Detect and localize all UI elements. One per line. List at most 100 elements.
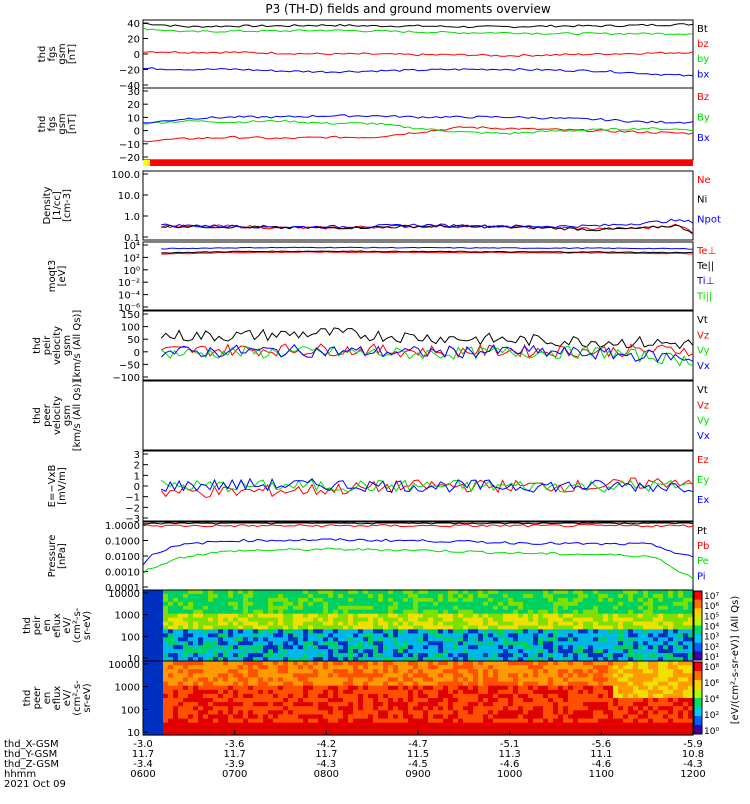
spectrogram-cell (433, 649, 439, 654)
spectrogram-cell (563, 653, 569, 658)
spectrogram-cell (578, 730, 584, 736)
spectrogram-cell (228, 710, 234, 715)
spectrogram-cell (253, 621, 259, 627)
spectrogram-cell (453, 681, 459, 687)
spectrogram-cell (588, 613, 594, 619)
panel-5: 150100500−50−100thdpeirvelocitygsm[km/s … (32, 310, 710, 384)
spectrogram-cell (348, 706, 354, 711)
spectrogram-cell (323, 653, 329, 658)
spectrogram-cell (173, 657, 179, 662)
spectrogram-cell (513, 706, 519, 711)
spectrogram-cell (293, 590, 299, 595)
spectrogram-cell (263, 710, 269, 715)
ephemeris-value: 10.8 (682, 749, 704, 760)
spectrogram-cell (208, 665, 214, 670)
spectrogram-cell (363, 681, 369, 687)
spectrogram-cell (448, 657, 454, 662)
spectrogram-cell (403, 590, 409, 595)
spectrogram-cell (538, 641, 544, 646)
spectrogram-cell (588, 710, 594, 715)
spectrogram-cell (183, 621, 189, 627)
spectrogram-cell (503, 657, 509, 662)
spectrogram-cell (163, 617, 169, 623)
spectrogram-cell (278, 590, 284, 595)
spectrogram-cell (388, 677, 394, 683)
spectrogram-cell (603, 665, 609, 670)
spectrogram-cell (228, 726, 234, 732)
spectrogram-cell (658, 665, 664, 670)
spectrogram-cell (288, 673, 294, 678)
spectrogram-cell (453, 685, 459, 691)
spectrogram-cell (163, 637, 169, 642)
spectrogram-cell (273, 653, 279, 658)
spectrogram-cell (423, 722, 429, 728)
spectrogram-cell (413, 641, 419, 646)
spectrogram-cell (468, 597, 474, 603)
spectrogram-cell (188, 597, 194, 603)
spectrogram-cell (543, 621, 549, 627)
spectrogram-cell (493, 597, 499, 603)
spectrogram-cell (458, 617, 464, 623)
spectrogram-cell (278, 597, 284, 603)
spectrogram-cell (438, 702, 444, 707)
spectrogram-cell (468, 637, 474, 642)
spectrogram-cell (308, 649, 314, 654)
spectrogram-cell (493, 681, 499, 687)
spectrogram-cell (298, 718, 304, 724)
spectrogram-cell (183, 689, 189, 695)
spectrogram-cell (428, 653, 434, 658)
spectrogram-cell (338, 649, 344, 654)
spectrogram-cell (513, 593, 519, 599)
spectrogram-cell (433, 601, 439, 607)
spectrogram-cell (483, 698, 489, 703)
spectrogram-cell (653, 714, 659, 720)
spectrogram-cell (408, 653, 414, 658)
spectrogram-cell (368, 590, 374, 595)
spectrogram-cell (178, 681, 184, 687)
spectrogram-cell (393, 621, 399, 627)
spectrogram-cell (308, 609, 314, 615)
spectrogram-cell (163, 657, 169, 662)
spectrogram-cell (458, 722, 464, 728)
spectrogram-cell (323, 590, 329, 595)
spectrogram-cell (258, 661, 264, 666)
spectrogram-cell (508, 698, 514, 703)
spectrogram-cell (168, 597, 174, 603)
spectrogram-cell (563, 649, 569, 654)
spectrogram-cell (188, 590, 194, 595)
spectrogram-cell (173, 702, 179, 707)
spectrogram-cell (668, 633, 674, 638)
spectrogram-cell (198, 633, 204, 638)
spectrogram-cell (333, 605, 339, 611)
spectrogram-cell (563, 673, 569, 678)
spectrogram-cell (148, 718, 154, 724)
spectrogram-cell (168, 673, 174, 678)
spectrogram-cell (673, 730, 679, 736)
spectrogram-cell (283, 613, 289, 619)
spectrogram-cell (538, 673, 544, 678)
spectrogram-cell (393, 673, 399, 678)
spectrogram-cell (578, 609, 584, 615)
spectrogram-cell (223, 609, 229, 615)
spectrogram-cell (328, 681, 334, 687)
spectrogram-cell (648, 718, 654, 724)
spectrogram-cell (218, 637, 224, 642)
spectrogram-cell (398, 677, 404, 683)
spectrogram-cell (608, 625, 614, 630)
spectrogram-cell (313, 693, 319, 699)
spectrogram-cell (493, 669, 499, 674)
spectrogram-cell (303, 609, 309, 615)
spectrogram-cell (193, 706, 199, 711)
spectrogram-cell (668, 665, 674, 670)
spectrogram-cell (243, 710, 249, 715)
spectrogram-cell (248, 718, 254, 724)
spectrogram-cell (228, 593, 234, 599)
spectrogram-cell (418, 597, 424, 603)
spectrogram-cell (503, 590, 509, 595)
spectrogram-cell (253, 661, 259, 666)
spectrogram-cell (318, 726, 324, 732)
spectrogram-cell (688, 685, 694, 691)
spectrogram-cell (198, 649, 204, 654)
spectrogram-cell (233, 629, 239, 634)
